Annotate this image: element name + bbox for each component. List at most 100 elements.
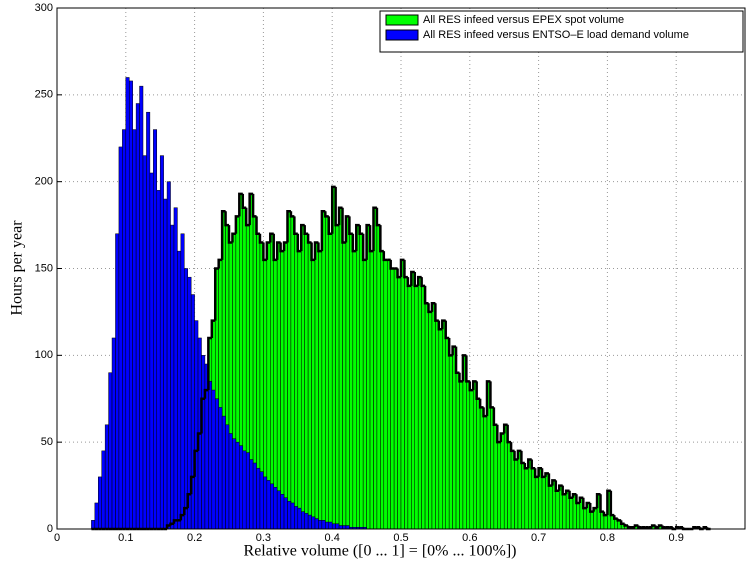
bar (300, 511, 305, 530)
outline-step (527, 458, 532, 469)
bar (270, 483, 274, 530)
bar (349, 233, 354, 530)
bar (421, 285, 426, 530)
outline-step (375, 207, 381, 227)
bar (569, 497, 574, 530)
outline-step (661, 525, 666, 529)
outline-step (416, 275, 422, 286)
outline-step (606, 489, 611, 516)
bar (345, 216, 350, 530)
bar (225, 424, 230, 530)
bar (497, 441, 502, 530)
bar (245, 452, 250, 530)
bar (335, 523, 340, 530)
bar (91, 520, 96, 530)
bar (218, 407, 223, 530)
x-tick-label: 0.4 (325, 532, 340, 544)
x-axis-label: Relative volume ([0 ... 1] = [0% ... 100… (244, 543, 517, 560)
outline-step (389, 259, 395, 270)
x-tick-label: 0.6 (462, 532, 477, 544)
bar (311, 516, 316, 530)
outline-step (355, 223, 360, 252)
bar (235, 441, 240, 530)
bar (335, 224, 340, 530)
bar (194, 320, 199, 530)
bar (266, 480, 271, 530)
bar (184, 268, 188, 530)
bar (256, 467, 261, 530)
outline-step (561, 485, 567, 496)
bar (211, 389, 216, 530)
bar (452, 346, 457, 530)
outline-step (224, 211, 229, 227)
bar (166, 181, 171, 530)
bar (307, 514, 312, 530)
outline-step (702, 526, 708, 529)
bar (390, 268, 395, 530)
bar (376, 224, 381, 530)
bar (524, 467, 529, 530)
bar (242, 450, 247, 530)
legend-box (379, 10, 744, 53)
bar (555, 490, 560, 530)
bar (228, 433, 233, 530)
outline-step (427, 303, 432, 314)
bar (435, 320, 440, 530)
bar (311, 259, 316, 530)
legend-swatch (385, 14, 419, 26)
bar (239, 445, 244, 530)
outline-step (327, 216, 333, 236)
bar (510, 450, 515, 530)
outline-step (461, 354, 467, 382)
bar (283, 497, 288, 530)
bar (424, 302, 429, 530)
bar (304, 513, 309, 530)
bar (314, 518, 319, 530)
bar (400, 259, 405, 530)
bar (576, 502, 581, 530)
bar (118, 146, 123, 530)
outline-step (468, 381, 474, 392)
plot-border (56, 7, 746, 530)
y-tick-label: 200 (35, 176, 53, 188)
bar (589, 511, 594, 530)
bar (459, 381, 464, 530)
bar (221, 415, 226, 530)
outline-step (365, 223, 371, 260)
bar (369, 250, 374, 530)
bar (342, 242, 347, 530)
bar (466, 381, 471, 530)
bar (252, 462, 257, 530)
y-tick-label: 300 (35, 2, 53, 14)
bar (380, 250, 385, 530)
outline-step (482, 407, 487, 418)
bar (338, 525, 343, 530)
x-tick-label: 0.7 (531, 532, 546, 544)
bar (448, 355, 453, 530)
outline-step (674, 526, 680, 529)
bar (122, 129, 127, 530)
outline-step (551, 479, 556, 486)
bar (290, 502, 295, 530)
bar (139, 85, 144, 530)
outline-step (207, 336, 212, 391)
outline-step (262, 242, 267, 262)
bar (445, 337, 450, 530)
outline-step (382, 251, 388, 262)
bar (514, 459, 519, 530)
y-tick-label: 0 (47, 523, 53, 535)
bar (414, 285, 419, 530)
bar (521, 462, 526, 530)
outline-step (172, 519, 178, 524)
bar (111, 337, 116, 530)
bar (280, 250, 285, 530)
outline-step (248, 192, 254, 226)
bar (338, 207, 343, 530)
bar (318, 520, 323, 530)
outline-step (238, 192, 243, 217)
outline-step (465, 355, 470, 383)
bar (163, 198, 168, 530)
outline-step (186, 493, 192, 509)
outline-step (217, 258, 223, 269)
